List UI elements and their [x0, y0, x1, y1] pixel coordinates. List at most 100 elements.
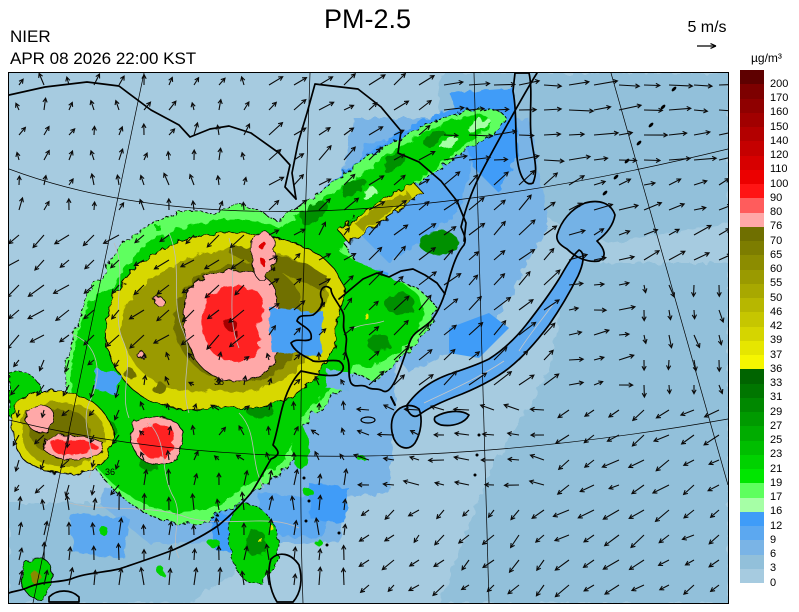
- wind-arrow: [191, 547, 198, 561]
- wind-arrow: [461, 559, 470, 571]
- wind-arrow: [568, 131, 586, 137]
- wind-arrow: [493, 249, 506, 261]
- wind-arrow: [593, 203, 614, 211]
- wind-arrow: [568, 281, 585, 287]
- wind-arrow: [193, 450, 199, 461]
- wind-arrow: [518, 154, 541, 161]
- colorbar-cell: [740, 269, 764, 284]
- colorbar-cell: [740, 112, 764, 127]
- wind-arrow: [118, 125, 124, 136]
- wind-arrow: [218, 426, 227, 436]
- wind-arrow: [518, 321, 537, 336]
- wind-arrow: [418, 74, 436, 86]
- wind-arrow: [568, 306, 580, 312]
- wind-arrow: [655, 459, 670, 472]
- border-mongolia-russia: [9, 81, 297, 200]
- wind-arrow: [187, 352, 195, 361]
- wind-arrow: [191, 148, 197, 161]
- wind-arrow: [568, 154, 592, 161]
- wind-arrow: [110, 484, 120, 496]
- shikoku-coast: [433, 410, 470, 427]
- colorbar-cell: [740, 369, 764, 384]
- wind-arrow: [618, 229, 631, 236]
- wind-arrow: [241, 201, 247, 211]
- wind-arrow: [64, 494, 71, 511]
- wind-arrow: [152, 334, 170, 344]
- wind-arrow: [17, 495, 23, 511]
- wind-arrow: [143, 101, 152, 111]
- wind-arrow: [692, 359, 698, 372]
- wind-arrow: [90, 459, 96, 469]
- wind-arrow: [343, 197, 360, 211]
- wind-arrow: [168, 544, 174, 561]
- wind-arrow: [603, 534, 620, 547]
- wind-arrow: [61, 409, 70, 417]
- wind-arrow: [443, 171, 461, 186]
- wind-arrow: [493, 220, 506, 236]
- colorbar-tick-label: 42: [770, 320, 783, 332]
- wind-arrow: [114, 99, 120, 111]
- wind-arrow: [543, 225, 558, 236]
- colorbar-cell: [740, 497, 764, 512]
- wind-arrow: [215, 174, 221, 186]
- wind-arrow: [64, 359, 70, 373]
- wind-arrow: [343, 73, 357, 86]
- wind-arrow: [557, 409, 570, 419]
- colorbar-tick-label: 55: [770, 277, 783, 290]
- wind-arrow: [342, 523, 348, 536]
- wind-arrow: [536, 559, 545, 572]
- wind-reference-arrow-icon: [697, 43, 717, 49]
- wind-arrow: [291, 451, 297, 461]
- wind-arrow: [293, 153, 305, 161]
- wind-arrow: [682, 459, 695, 466]
- wind-arrow: [84, 259, 95, 270]
- wind-arrow: [83, 309, 95, 320]
- wind-arrow: [352, 453, 370, 461]
- wind-arrow: [216, 472, 222, 486]
- wind-arrow: [418, 178, 431, 186]
- wind-arrow: [343, 104, 355, 111]
- wind-arrow: [693, 108, 709, 114]
- wind-arrow: [493, 272, 506, 286]
- wind-arrow: [718, 309, 725, 324]
- wind-arrow: [243, 469, 249, 486]
- wind-arrow: [141, 122, 147, 136]
- colorbar-tick-label: 160: [770, 106, 789, 119]
- colorbar-tick-label: 70: [770, 234, 783, 247]
- wind-arrow: [181, 309, 195, 323]
- wind-arrow: [703, 434, 720, 446]
- wind-arrow: [129, 334, 145, 349]
- wind-arrow: [528, 479, 545, 486]
- wind-arrow: [409, 430, 420, 436]
- wind-arrow: [627, 459, 645, 469]
- wind-arrow: [168, 76, 174, 86]
- wind-arrow: [691, 284, 697, 298]
- wind-arrow: [115, 542, 122, 561]
- wind-arrow: [718, 178, 728, 186]
- colorbar-tick-label: 90: [770, 191, 783, 204]
- wind-arrow: [293, 519, 299, 536]
- wind-arrow: [41, 541, 47, 561]
- wind-arrow: [168, 520, 174, 536]
- wind-arrow: [393, 224, 409, 236]
- wind-arrow: [518, 248, 536, 261]
- wind-arrow: [382, 404, 395, 411]
- colorbar-tick-label: 140: [770, 134, 789, 147]
- field-red: [50, 241, 267, 459]
- wind-arrow: [187, 381, 195, 387]
- wind-arrow: [452, 406, 470, 413]
- wind-arrow: [618, 203, 640, 211]
- wind-arrow: [480, 457, 494, 463]
- valid-datetime: APR 08 2026 22:00 KST: [10, 49, 197, 68]
- colorbar-tick-label: 33: [770, 377, 783, 389]
- wind-arrow: [618, 353, 635, 361]
- wind-arrow: [265, 352, 271, 361]
- wind-arrow: [691, 309, 697, 320]
- colorbar-tick-label: 65: [770, 248, 783, 261]
- wind-arrow: [38, 73, 45, 86]
- wind-arrow: [641, 359, 647, 372]
- wind-arrow: [65, 75, 71, 86]
- wind-arrow: [193, 121, 199, 136]
- wind-arrow: [18, 569, 24, 586]
- wind-arrow: [693, 224, 713, 236]
